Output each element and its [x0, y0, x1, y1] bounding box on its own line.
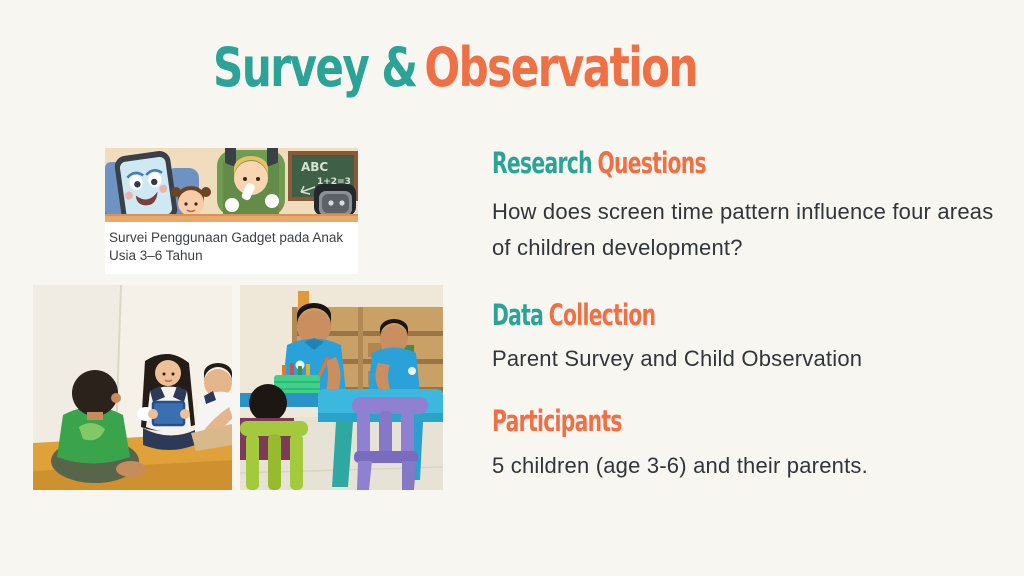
title-part-teal: Survey & — [213, 36, 418, 99]
toddler-green-shirt — [51, 370, 146, 483]
form-caption-line2: Usia 3–6 Tahun — [109, 248, 203, 264]
form-title-caption: Survei Penggunaan Gadget pada Anak Usia … — [105, 222, 358, 275]
form-banner-illustration: ABC 1+2=3 ♪ — [105, 148, 358, 222]
girl-with-tablet — [137, 353, 195, 450]
boy-blue-polo-right — [368, 319, 420, 398]
participants-body: 5 children (age 3-6) and their parents. — [492, 453, 868, 478]
heading-teal-research: Research — [492, 146, 593, 180]
child-with-clipboard — [191, 363, 232, 451]
survey-form-card: ABC 1+2=3 ♪ Survei Penggunaan Gadget pad… — [105, 148, 358, 275]
photo-children-classroom — [240, 285, 443, 490]
research-questions-heading: Research Questions — [492, 146, 849, 180]
research-questions-body: How does screen time pattern influence f… — [492, 199, 994, 260]
heading-orange-collection: Collection — [548, 298, 656, 332]
page-title: Survey & Observation — [100, 36, 810, 99]
chalk-text-abc: ABC — [301, 160, 328, 174]
data-collection-body: Parent Survey and Child Observation — [492, 346, 863, 371]
title-part-orange: Observation — [424, 36, 698, 99]
heading-teal-data: Data — [492, 298, 544, 332]
photo-children-survey — [33, 285, 232, 490]
heading-orange-questions: Questions — [597, 146, 706, 180]
baby-carrier-icon — [217, 148, 285, 216]
banner-divider — [105, 214, 358, 216]
form-caption-line1: Survei Penggunaan Gadget pada Anak — [109, 230, 344, 245]
green-chair — [240, 421, 308, 490]
speaker-robot-icon — [314, 184, 356, 216]
purple-chair — [352, 397, 428, 490]
heading-orange-participants: Participants — [492, 404, 622, 438]
phone-character-icon — [114, 151, 178, 222]
music-note-icon: ♪ — [277, 197, 284, 213]
chalk-text-math: 1+2=3 — [317, 177, 351, 187]
banner-bottom-bar — [105, 216, 358, 222]
data-collection-heading: Data Collection — [492, 298, 849, 332]
participants-heading: Participants — [492, 404, 849, 438]
